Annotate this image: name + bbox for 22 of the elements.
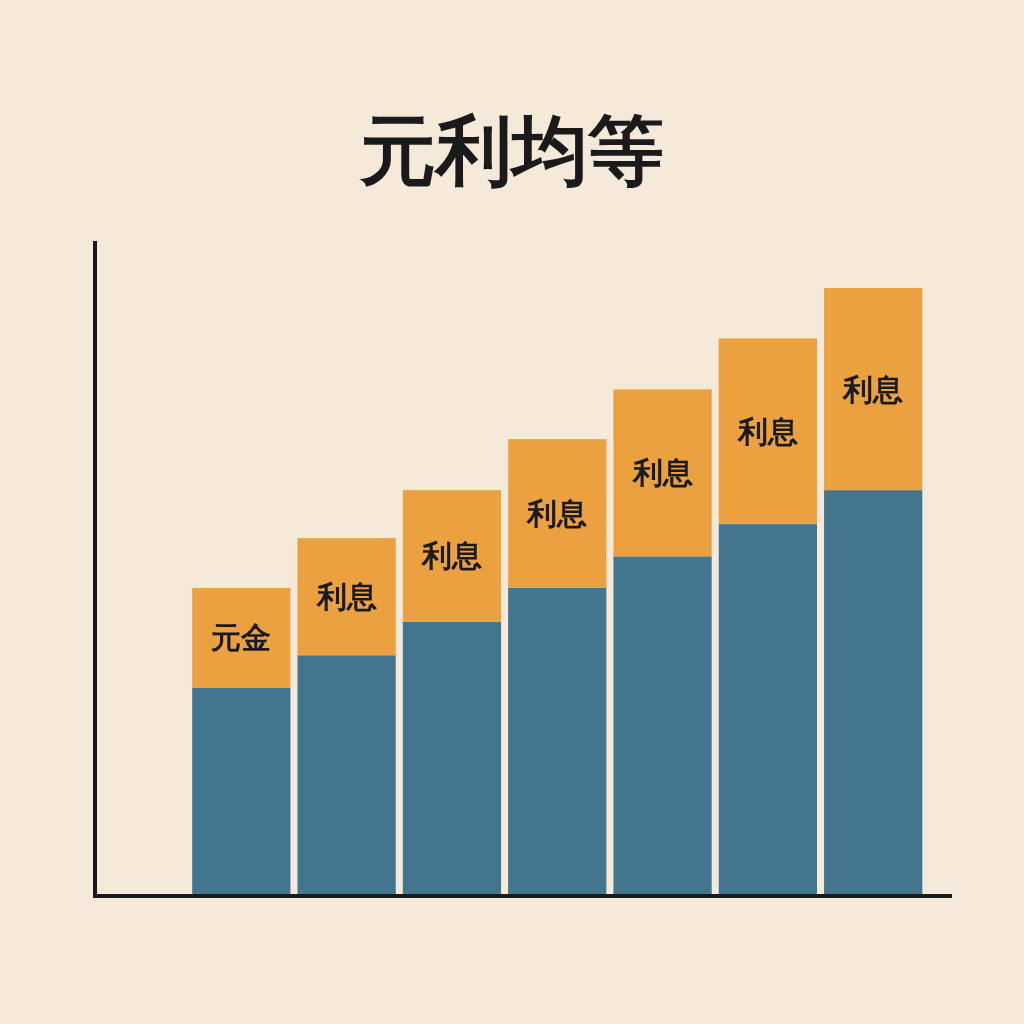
bar	[613, 556, 712, 895]
bar	[297, 538, 396, 656]
bar	[297, 655, 396, 895]
chart-title: 元利均等	[359, 105, 664, 195]
annotation: 利息	[526, 496, 588, 531]
bar	[824, 490, 923, 895]
bar	[718, 524, 818, 895]
bar	[718, 338, 818, 525]
bar	[192, 587, 291, 689]
bar	[613, 389, 712, 557]
bar	[824, 288, 923, 491]
bar	[192, 688, 291, 895]
annotation: 利息	[420, 538, 482, 574]
bar	[402, 621, 502, 895]
annotation: 利息	[631, 455, 693, 491]
annotation: 利息	[842, 371, 904, 407]
bar	[508, 587, 607, 895]
annotation: 利息	[315, 579, 377, 615]
annotation: 利息	[736, 413, 798, 449]
bar	[508, 439, 607, 588]
annotation: 元金	[210, 620, 272, 656]
bar	[402, 490, 502, 622]
